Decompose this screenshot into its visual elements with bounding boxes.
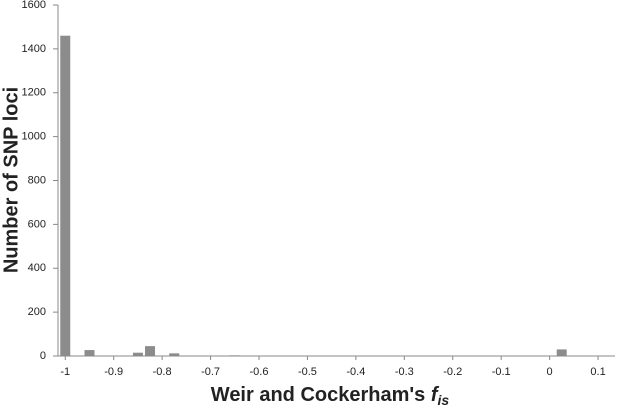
x-tick-label: -0.4 (346, 366, 365, 378)
bar (556, 349, 567, 356)
y-tick-label: 1400 (22, 43, 46, 55)
x-tick-label: -0.6 (250, 366, 269, 378)
x-title-symbol: f (431, 384, 440, 406)
y-tick-label: 1600 (22, 0, 46, 11)
y-tick-label: 0 (40, 350, 46, 362)
bar (132, 352, 143, 356)
y-tick-label: 200 (28, 306, 46, 318)
bar (60, 35, 71, 357)
x-tick-label: -0.9 (104, 366, 123, 378)
y-tick-label: 1000 (22, 131, 46, 143)
x-tick-label: 0 (547, 366, 553, 378)
x-tick-label: -1 (60, 366, 70, 378)
x-axis-title: Weir and Cockerham's fis (211, 384, 450, 407)
y-tick-label: 1200 (22, 87, 46, 99)
y-axis-title: Number of SNP loci (0, 87, 22, 273)
x-title-text: Weir and Cockerham's (211, 384, 431, 406)
y-tick-label: 800 (28, 174, 46, 186)
x-tick-label: -0.5 (298, 366, 317, 378)
x-title-subscript: is (438, 392, 450, 408)
bar (169, 353, 180, 356)
x-tick-label: -0.1 (492, 366, 511, 378)
y-tick-label: 400 (28, 262, 46, 274)
x-tick-label: -0.2 (443, 366, 462, 378)
bar (84, 350, 95, 356)
x-tick-label: -0.7 (201, 366, 220, 378)
x-tick-label: -0.3 (395, 366, 414, 378)
x-tick-label: -0.8 (153, 366, 172, 378)
bar (145, 346, 156, 356)
y-tick-label: 600 (28, 218, 46, 230)
x-tick-label: 0.1 (590, 366, 605, 378)
